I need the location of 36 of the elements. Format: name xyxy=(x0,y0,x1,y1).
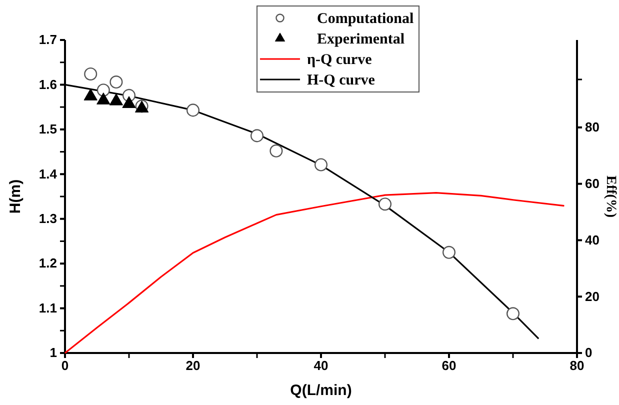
y-tick-label: 1.1 xyxy=(38,300,57,316)
x-tick-label: 60 xyxy=(442,358,456,374)
point xyxy=(186,104,200,117)
point xyxy=(314,158,328,172)
x-tick-label: 80 xyxy=(570,358,584,374)
y-tick-label: 1 xyxy=(50,345,57,360)
legend-label: H-Q curve xyxy=(307,72,376,88)
point xyxy=(110,76,123,89)
y-tick-label: 1.3 xyxy=(38,211,57,226)
x-tick-label: 40 xyxy=(314,358,328,374)
y-tick-label: 1.5 xyxy=(38,122,57,137)
point xyxy=(270,144,283,158)
y2-axis-title: Eff(%) xyxy=(603,176,618,218)
point xyxy=(96,84,110,97)
line-series xyxy=(64,192,565,354)
point xyxy=(84,67,98,80)
y2-tick-label: 80 xyxy=(585,120,600,135)
point xyxy=(250,129,264,142)
y-tick-label: 1.2 xyxy=(38,256,57,271)
y2-tick-label: 40 xyxy=(585,232,600,248)
point xyxy=(378,198,392,211)
y-tick-label: 1.6 xyxy=(38,76,57,92)
y2-tick-label: 20 xyxy=(585,288,600,304)
point xyxy=(442,246,456,259)
y2-tick-label: 60 xyxy=(585,176,600,191)
y-tick-label: 1.4 xyxy=(38,166,58,182)
y-tick-label: 1.7 xyxy=(38,32,57,48)
x-tick-label: 0 xyxy=(61,358,69,374)
y-axis-title: H(m) xyxy=(7,179,24,214)
point xyxy=(506,307,520,320)
y2-tick-label: 0 xyxy=(585,345,592,360)
legend-label: Experimental xyxy=(317,32,404,48)
x-tick-label: 20 xyxy=(186,358,200,374)
legend-label: η-Q curve xyxy=(307,52,372,68)
legend-label: Computational xyxy=(317,11,414,27)
x-axis-title: Q(L/min) xyxy=(290,382,352,399)
